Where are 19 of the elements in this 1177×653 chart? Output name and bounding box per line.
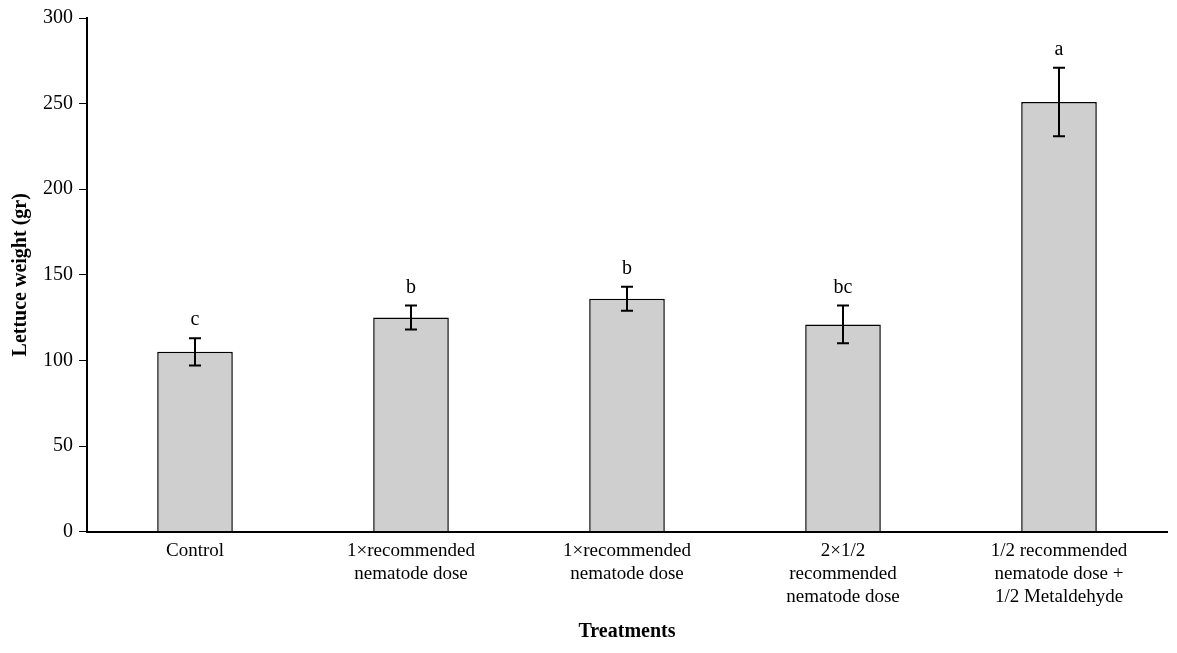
data-label: b (622, 256, 632, 279)
y-tick-label: 50 (53, 433, 73, 456)
y-axis-title: Lettuce weight (gr) (8, 193, 32, 357)
y-tick-label: 300 (43, 5, 73, 28)
x-tick-label: 1×recommended nematode dose (563, 538, 692, 583)
data-label: b (406, 274, 416, 297)
data-label: bc (833, 274, 853, 297)
data-label: a (1054, 36, 1064, 59)
x-tick-label: Control (165, 538, 225, 560)
y-tick-label: 100 (43, 347, 73, 370)
y-tick-label: 250 (43, 90, 73, 113)
y-tick-label: 0 (63, 518, 73, 541)
x-tick-label: 1/2 recommended nematode dose + 1/2 Metaldehyde (990, 538, 1128, 606)
y-tick-label: 200 (43, 176, 73, 199)
data-label: c (190, 307, 200, 330)
x-tick-label: 2×1/2 recommended nematode dose (786, 538, 900, 606)
x-tick-label: 1×recommended nematode dose (347, 538, 476, 583)
x-axis-title: Treatments (578, 619, 676, 642)
y-tick-label: 150 (43, 262, 73, 285)
